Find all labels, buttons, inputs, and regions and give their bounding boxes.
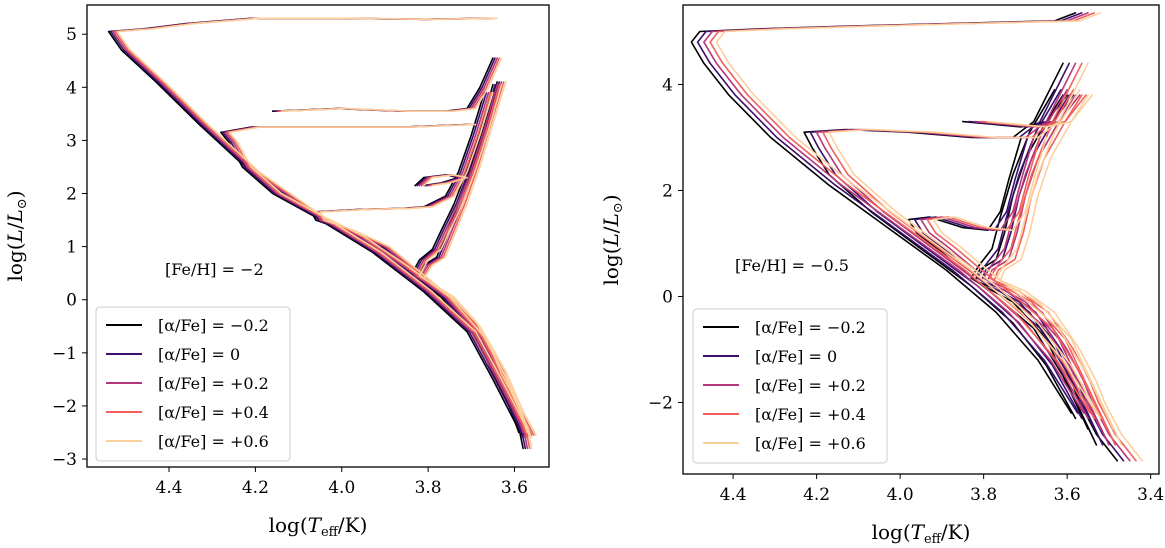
series-3-track-2 (926, 136, 1108, 430)
y-tick-label: −1 (52, 344, 77, 364)
legend-label: [α/Fe] = −0.2 (158, 316, 269, 335)
series-2-track-0 (986, 94, 1131, 462)
x-tick-label: 4.0 (887, 485, 914, 505)
x-tick-label: 4.2 (803, 485, 830, 505)
legend-label: [α/Fe] = 0 (158, 345, 240, 364)
y-tick-label: 2 (662, 181, 673, 201)
series-4-track-4 (715, 12, 1102, 414)
series-3-track-6 (278, 57, 501, 112)
right-legend: [α/Fe] = −0.2 [α/Fe] = 0 [α/Fe] = +0.2 [α/F… (692, 308, 888, 464)
x-tick-label: 4.4 (156, 478, 183, 498)
series-4-track-2 (932, 136, 1114, 430)
series-3-track-1 (989, 89, 1116, 446)
left-x-ticks: 4.4 4.2 4.0 3.8 3.6 (156, 467, 528, 498)
series-4-track-1 (995, 89, 1123, 446)
left-y-ticks: −3 −2 −1 0 1 2 3 4 5 (52, 25, 87, 470)
right-x-ticks: 4.4 4.2 4.0 3.8 3.6 3.4 (720, 474, 1164, 505)
y-tick-label: −2 (648, 393, 673, 413)
series-4-track-0 (999, 94, 1144, 462)
legend-label: [α/Fe] = +0.6 (158, 432, 269, 451)
x-tick-label: 4.0 (328, 478, 355, 498)
series-2-track-1 (982, 89, 1110, 446)
x-tick-label: 3.8 (415, 478, 442, 498)
left-legend: [α/Fe] = −0.2 [α/Fe] = 0 [α/Fe] = +0.2 [α/F… (95, 306, 291, 462)
x-tick-label: 4.4 (720, 485, 747, 505)
y-tick-label: 0 (66, 291, 77, 311)
legend-label: [α/Fe] = +0.6 (755, 434, 866, 453)
series-4-track-5 (986, 94, 1089, 128)
y-tick-label: −2 (52, 397, 77, 417)
right-annotation: [Fe/H] = −0.5 (735, 256, 849, 275)
series-4-track-5 (422, 174, 468, 187)
series-0-track-2 (907, 136, 1089, 430)
series-4-track-3 (828, 62, 1102, 420)
right-axes-frame (682, 4, 1160, 475)
series-1-track-2 (913, 136, 1096, 430)
series-4-track-2 (319, 91, 537, 436)
x-tick-label: 3.4 (1137, 485, 1164, 505)
y-tick-label: 4 (662, 75, 673, 95)
series-3-track-0 (993, 94, 1137, 462)
series-4-track-6 (280, 57, 503, 112)
x-tick-label: 3.6 (1054, 485, 1081, 505)
left-axes-frame (86, 4, 550, 468)
y-tick-label: 0 (662, 287, 673, 307)
left-annotation: [Fe/H] = −2 (165, 260, 264, 279)
series-2-track-2 (920, 136, 1102, 430)
right-y-axis-label: log(L/L⊙) (599, 194, 626, 285)
x-tick-label: 4.2 (242, 478, 269, 498)
series-2-track-6 (276, 57, 499, 112)
y-tick-label: −3 (52, 450, 77, 470)
series-4-track-3 (228, 123, 529, 434)
y-tick-label: 4 (66, 78, 77, 98)
right-x-axis-label: log(Teff/K) (872, 520, 971, 547)
right-tracks (690, 12, 1144, 462)
legend-label: [α/Fe] = +0.4 (755, 405, 866, 424)
y-tick-label: 1 (66, 238, 77, 258)
left-tracks (107, 17, 537, 450)
right-y-ticks: −2 0 2 4 (648, 75, 683, 413)
right-panel: 4.4 4.2 4.0 3.8 3.6 3.4 −2 0 2 4 log(Teff/K) log… (599, 4, 1164, 547)
series-4-track-4 (116, 17, 529, 431)
legend-label: [α/Fe] = +0.4 (158, 403, 269, 422)
legend-label: [α/Fe] = −0.2 (755, 318, 866, 337)
y-tick-label: 2 (66, 185, 77, 205)
left-panel: 4.4 4.2 4.0 3.8 3.6 −3 −2 −1 0 1 2 3 4 5 log(Teff/K)… (3, 4, 550, 540)
legend-label: [α/Fe] = 0 (755, 347, 837, 366)
series-1-track-6 (273, 57, 496, 112)
series-0-track-6 (271, 57, 494, 112)
legend-label: [α/Fe] = +0.2 (755, 376, 866, 395)
x-tick-label: 3.8 (970, 485, 997, 505)
y-tick-label: 5 (66, 25, 77, 45)
left-legend-frame (95, 306, 291, 462)
left-x-axis-label: log(Teff/K) (269, 513, 368, 540)
y-tick-label: 3 (66, 131, 77, 151)
left-y-axis-label: log(L/L⊙) (3, 190, 30, 281)
right-legend-frame (692, 308, 888, 464)
x-tick-label: 3.6 (501, 478, 528, 498)
legend-label: [α/Fe] = +0.2 (158, 374, 269, 393)
